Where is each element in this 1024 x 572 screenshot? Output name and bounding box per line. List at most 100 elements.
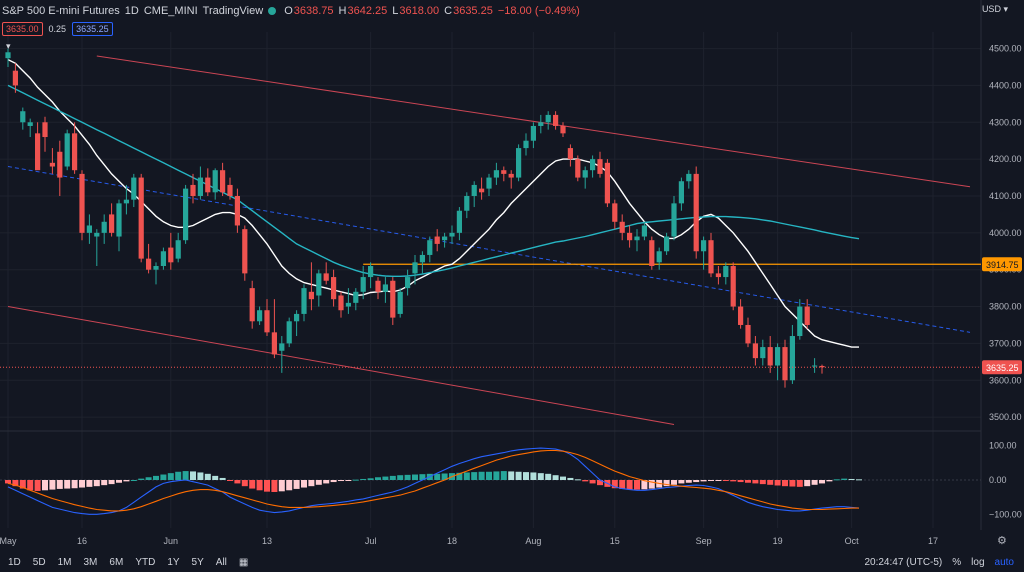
macd-histogram-bar [130,480,137,481]
macd-histogram-bar [338,480,344,482]
macd-histogram-bar [71,480,78,489]
price-axis-label: 3500.00 [989,412,1022,422]
percent-toggle[interactable]: % [952,557,962,568]
candle-body [664,236,670,252]
price-axis-label: 3700.00 [989,338,1022,348]
interval-label[interactable]: 1D [124,5,139,17]
candle-body [242,229,248,274]
candle-body [257,310,263,322]
candle-body [678,181,684,204]
candle-body [175,240,181,259]
candle-body [708,240,714,274]
candle-body [249,288,255,322]
ask-button[interactable]: 3635.25 [72,22,113,36]
macd-histogram-bar [5,480,11,484]
candle-body [338,295,344,311]
timeframe-6m[interactable]: 6M [109,557,124,568]
candle-body [575,159,581,178]
timeframe-5y[interactable]: 5Y [191,557,204,568]
macd-histogram-bar [116,480,122,483]
macd-histogram-bar [330,480,337,483]
candle-body [360,277,366,292]
timeframe-5d[interactable]: 5D [32,557,46,568]
macd-histogram-bar [456,472,463,480]
candle-body [49,162,55,167]
candle-body [464,195,470,211]
symbol-name[interactable]: S&P 500 E-mini Futures [2,5,120,17]
candle-body [767,347,773,366]
candle-body [449,232,455,237]
candle-body [782,347,788,381]
macd-histogram-bar [841,478,848,480]
macd-histogram-bar [389,475,396,480]
candle-body [138,177,144,259]
timeframe-all[interactable]: All [215,557,227,568]
candle-body [523,140,529,149]
currency-menu[interactable]: USD ▾ [982,4,1008,15]
macd-histogram-bar [574,479,581,481]
candle-body [390,280,396,318]
candle-body [375,280,381,292]
time-axis-label: Oct [845,536,860,546]
candle-body [397,291,403,314]
candle-body [545,114,551,123]
clock-readout[interactable]: 20:24:47 (UTC-5) [864,557,943,568]
currency-label: USD [981,4,1001,14]
macd-histogram-bar [249,480,256,489]
candle-body [279,343,285,351]
candle-body [656,251,662,263]
candle-body [101,221,107,233]
candle-body [146,258,152,270]
macd-histogram-bar [478,471,485,480]
last-price-tag-bg [982,360,1022,375]
candle-body [501,170,507,174]
macd-histogram-bar [752,480,759,484]
candle-body [590,159,596,171]
candle-body [812,365,818,367]
macd-histogram-bar [515,471,522,480]
candle-body [405,277,411,289]
auto-toggle[interactable]: auto [994,557,1014,568]
macd-histogram-bar [323,480,330,484]
macd-line [7,447,860,515]
channel-bottom-line [7,306,675,425]
bid-button[interactable]: 3635.00 [2,22,43,36]
timeframe-1m[interactable]: 1M [57,557,72,568]
candle-body [486,177,492,189]
candle-body [368,266,374,278]
macd-histogram-bar [663,480,670,487]
macd-histogram-bar [774,480,781,486]
price-axis-label: 4300.00 [989,117,1022,127]
collapse-legend-icon: ▾ [6,41,11,51]
close-label: C [444,5,453,17]
timeframe-1y[interactable]: 1Y [167,557,180,568]
price-axis-label: 4500.00 [989,44,1022,54]
signal-line [7,449,859,512]
macd-histogram-bar [227,480,233,481]
macd-histogram-bar [611,480,618,489]
market-status-icon [268,7,277,15]
macd-histogram-bar [160,474,167,480]
macd-histogram-bar [153,475,159,480]
macd-histogram-bar [560,476,566,480]
candle-body [301,288,307,314]
candle-body [116,203,122,237]
candle-body [345,302,351,307]
candle-body [434,236,440,244]
macd-histogram-bar [737,480,744,483]
candle-body [160,251,166,267]
log-toggle[interactable]: log [971,557,985,568]
macd-histogram-bar [530,472,537,480]
macd-histogram-bar [219,477,226,480]
candle-body [109,214,115,233]
macd-histogram-bar [412,474,418,480]
timeframe-1d[interactable]: 1D [8,557,21,568]
candle-body [220,170,226,193]
timeframe-3m[interactable]: 3M [83,557,98,568]
macd-histogram-bar [138,478,145,480]
calendar-icon[interactable]: ▦ [238,557,249,568]
macd-histogram-bar [64,480,71,489]
timeframe-ytd[interactable]: YTD [135,557,156,568]
level-price-tag: 3914.75 [986,260,1019,270]
